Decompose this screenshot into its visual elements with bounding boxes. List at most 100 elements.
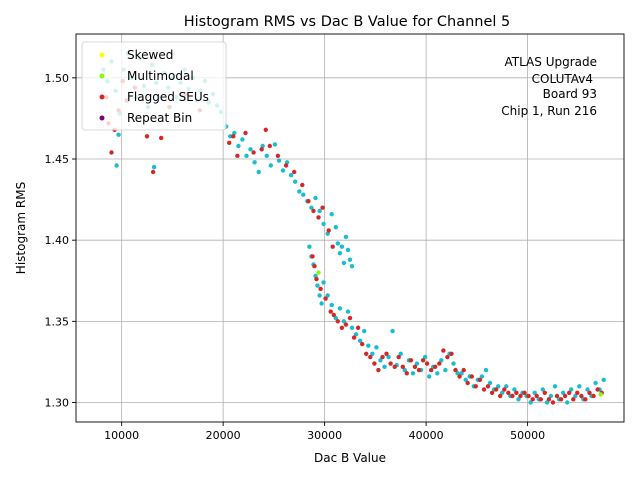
point-all-points [398,351,403,356]
point-flagged-seus [481,387,487,392]
point-all-points [337,306,343,311]
point-flagged-seus [571,397,576,402]
point-flagged-seus [510,393,515,399]
point-all-points [500,390,505,395]
point-all-points [504,384,509,389]
point-flagged-seus [429,367,434,373]
point-all-points [532,390,537,395]
point-flagged-seus [493,387,499,392]
point-multimodal [598,392,603,397]
point-all-points [569,387,574,392]
point-flagged-seus [433,364,438,369]
point-all-points [116,132,121,137]
point-all-points [252,160,257,165]
point-flagged-seus [150,169,156,175]
point-all-points [427,374,432,379]
point-flagged-seus [477,377,483,382]
point-flagged-seus [380,354,385,360]
point-flagged-seus [310,254,315,259]
point-all-points [382,364,387,369]
chart-title: Histogram RMS vs Dac B Value for Channel… [184,14,511,30]
point-flagged-seus [283,163,289,168]
legend-marker-multimodal [99,73,105,79]
point-all-points [552,384,558,389]
point-all-points [496,384,501,389]
point-all-points [232,130,237,136]
point-flagged-seus [300,182,305,188]
y-tick-label: 1.45 [45,153,70,166]
point-flagged-seus [437,361,442,366]
point-all-points [335,241,340,246]
point-flagged-seus [441,348,446,353]
point-multimodal [316,270,321,275]
point-flagged-seus [328,309,333,314]
point-flagged-seus [400,364,405,369]
point-flagged-seus [546,397,552,402]
x-tick-label: 30000 [307,429,342,442]
point-all-points [455,371,460,376]
point-flagged-seus [514,390,519,395]
point-flagged-seus [388,361,393,366]
point-flagged-seus [343,322,349,327]
point-all-points [414,361,420,366]
point-all-points [479,374,485,379]
legend-label-flagged-seus: Flagged SEUs [127,90,209,104]
point-all-points [577,384,582,389]
point-flagged-seus [420,358,426,363]
point-flagged-seus [522,390,527,395]
point-all-points [321,280,326,285]
x-tick-label: 40000 [409,429,444,442]
point-all-points [293,179,298,184]
legend-box [81,41,227,131]
point-flagged-seus [583,397,588,402]
point-all-points [362,328,367,334]
y-axis-label: Histogram RMS [14,182,28,274]
point-flagged-seus [314,276,319,282]
point-all-points [345,309,351,314]
point-all-points [240,137,245,142]
point-flagged-seus [587,390,592,395]
y-tick-label: 1.30 [45,397,70,410]
point-all-points [374,345,379,350]
point-flagged-seus [227,140,232,145]
point-flagged-seus [453,367,458,373]
point-all-points [443,367,448,373]
point-flagged-seus [518,393,523,399]
point-flagged-seus [416,367,422,373]
x-tick-label: 10000 [104,429,139,442]
point-flagged-seus [263,127,268,132]
x-tick-label: 50000 [510,429,545,442]
point-all-points [343,234,349,240]
point-flagged-seus [424,361,430,366]
legend-marker-repeat-bin [99,115,105,121]
point-all-points [357,338,363,343]
point-flagged-seus [457,374,462,379]
point-flagged-seus [530,397,535,402]
point-all-points [516,397,521,402]
point-flagged-seus [259,147,264,152]
point-flagged-seus [368,354,373,360]
point-all-points [317,208,322,214]
annotation-line-2: COLUTAv4 [532,72,593,86]
point-all-points [256,169,261,175]
point-flagged-seus [404,371,409,376]
point-flagged-seus [323,296,328,301]
x-axis-label: Dac B Value [314,451,386,465]
point-flagged-seus [318,286,323,292]
point-all-points [386,354,391,360]
point-flagged-seus [567,390,572,395]
point-flagged-seus [591,393,596,399]
point-all-points [439,358,444,363]
point-flagged-seus [330,244,335,249]
point-flagged-seus [267,143,272,149]
point-all-points [378,358,383,363]
point-flagged-seus [311,208,316,214]
point-all-points [333,225,338,230]
annotation-block: ATLAS Upgrade COLUTAv4 Board 93 Chip 1, … [501,55,597,118]
point-all-points [370,351,375,356]
point-flagged-seus [502,387,507,392]
point-flagged-seus [534,393,539,399]
point-all-points [422,354,428,360]
point-all-points [236,143,241,149]
point-flagged-seus [347,315,353,321]
